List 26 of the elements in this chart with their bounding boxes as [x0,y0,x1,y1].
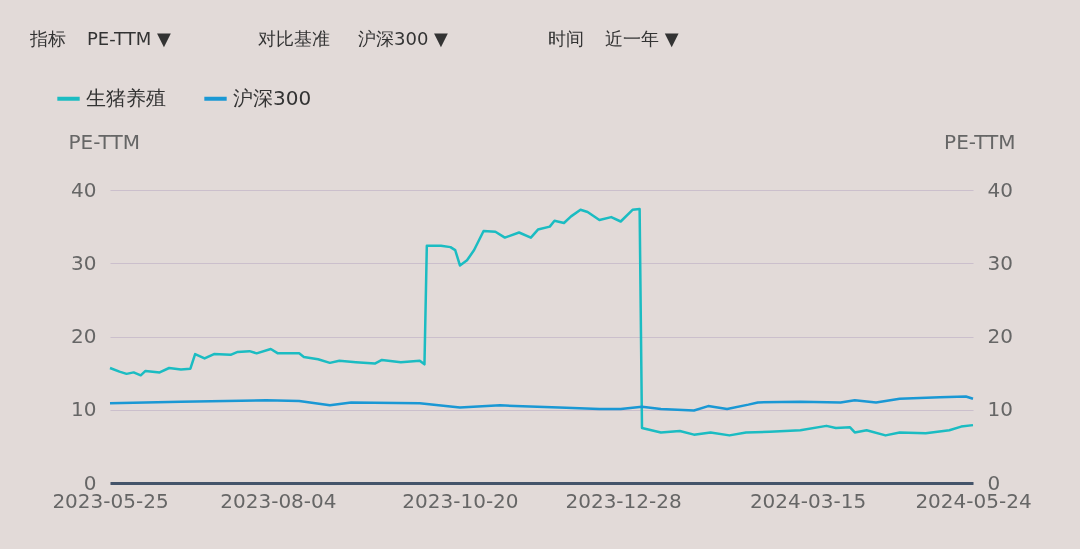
text: 时间 [548,28,584,49]
line-series [108,207,975,437]
y-tick-label: 20 [71,324,97,348]
text: 近一年 ▼ [605,28,679,49]
y2-axis-title: PE-TTM [944,129,1016,154]
text: 指标 [29,28,66,49]
line-series [108,395,975,412]
y-axis-title: PE-TTM [68,129,140,154]
text: 对比基准 [258,28,330,49]
x-tick-label: 2023-12-28 [565,488,682,513]
y-tick-label: 40 [71,177,97,202]
y2-tick-label: 20 [987,324,1013,348]
y2-tick-label: 40 [987,177,1013,202]
legend-label: 生猪养殖 [86,85,166,110]
x-tick-label: 2023-10-20 [402,488,519,513]
x-tick-label: 2023-08-04 [220,488,337,513]
y-tick-label: 0 [83,470,97,495]
y-tick-label: 10 [71,397,97,422]
y2-tick-label: 30 [987,250,1013,275]
text: PE-TTM ▼ [87,28,171,49]
y2-tick-label: 10 [987,397,1013,422]
y2-tick-label: 0 [987,470,1001,495]
y-tick-label: 30 [71,250,97,275]
legend-label: 沪深300 [233,85,312,110]
text: 沪深300 ▼ [358,28,449,49]
x-tick-label: 2024-03-15 [749,488,867,513]
